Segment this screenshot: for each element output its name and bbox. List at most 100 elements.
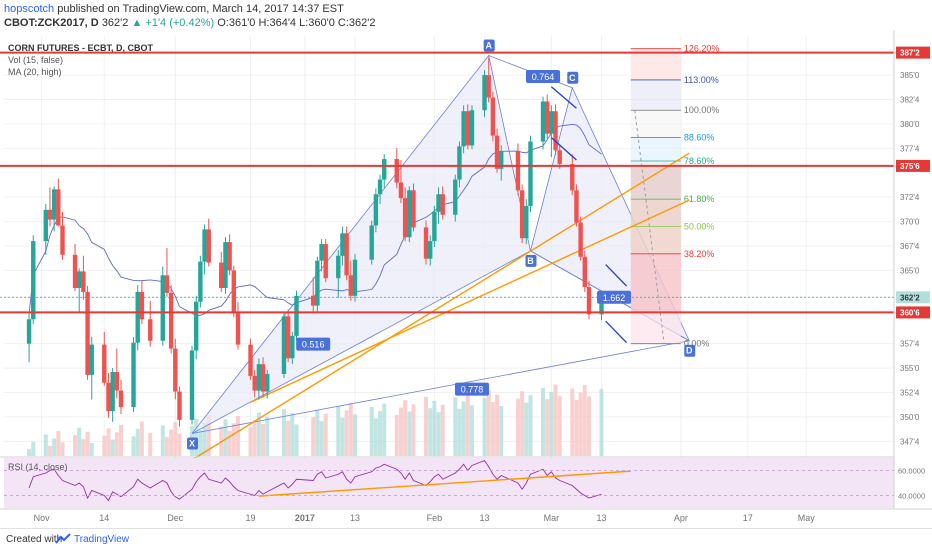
last-price-label: 362'2: [900, 293, 920, 302]
symbol-ohlc: O:361'0 H:364'4 L:360'0 C:362'2: [217, 17, 376, 29]
candle-body: [344, 233, 349, 276]
pattern-point-badge: [525, 254, 537, 267]
volume-bar: [424, 396, 429, 456]
fib-band: [630, 199, 681, 227]
volume-bar: [194, 418, 199, 456]
volume-bar: [373, 418, 378, 456]
volume-bar: [85, 431, 90, 456]
volume-bar: [110, 439, 115, 456]
volume-bar: [31, 441, 36, 456]
volume-bar: [378, 410, 383, 456]
volume-bar: [432, 400, 437, 456]
volume-bar: [73, 435, 78, 456]
volume-bar: [231, 423, 236, 456]
volume-bar: [436, 412, 441, 456]
pattern-point-label: X: [189, 439, 195, 449]
volume-bar: [469, 405, 474, 456]
volume-bar: [311, 417, 316, 456]
candle-body: [223, 242, 228, 288]
candle-body: [544, 101, 550, 134]
candle-body: [574, 190, 579, 223]
candle-body: [206, 229, 211, 263]
trendlines: [191, 152, 690, 461]
pattern-point-badge: [567, 71, 579, 84]
candle-body: [490, 97, 496, 136]
candle-body: [89, 344, 94, 375]
last-price-tag: [896, 291, 930, 304]
legend-ma[interactable]: MA (20, high): [8, 67, 62, 77]
volume-bar: [56, 431, 61, 456]
candle-body: [60, 225, 65, 255]
volume-bar: [344, 410, 349, 456]
level-price-tag: [896, 306, 930, 319]
x-tick-label: Feb: [427, 513, 443, 523]
symbol-change: +1'4 (+0.42%): [145, 17, 215, 29]
footer: Created with TradingView: [0, 528, 932, 551]
axis-background: [894, 30, 932, 508]
candle-body: [519, 190, 525, 239]
symbol-line: CBOT:ZCK2017, D 362'2 ▲ +1'4 (+0.42%) O:…: [4, 17, 375, 29]
volume-bar: [43, 434, 48, 456]
candle-body: [131, 342, 136, 408]
volume-bar: [457, 408, 462, 456]
created-with-label: Created with: [6, 534, 63, 545]
volume-bar: [348, 403, 353, 456]
level-price-label: 375'6: [900, 162, 920, 171]
candle-body: [540, 101, 546, 142]
pattern-point-badge: [483, 39, 495, 52]
fib-label: 88.60%: [684, 133, 715, 143]
pattern-ratio-badge: [296, 337, 331, 351]
legend-rsi[interactable]: RSI (14, close): [8, 462, 68, 472]
volume-bar: [148, 432, 153, 456]
volume-bar: [169, 429, 174, 456]
volume-bar: [261, 423, 266, 456]
candle-body: [515, 151, 521, 191]
volume-bar: [369, 407, 374, 456]
xab-triangle: [191, 54, 531, 434]
fib-band: [630, 161, 681, 200]
volume-bar: [164, 436, 169, 456]
candle-body: [586, 287, 592, 315]
y-tick-label: 357'4: [900, 340, 920, 349]
volume-bar: [461, 401, 466, 456]
candle-body: [486, 75, 491, 98]
volume-bar: [394, 414, 399, 456]
candle-body: [499, 151, 504, 169]
volume-bar: [131, 436, 136, 456]
candle-body: [549, 111, 554, 134]
tradingview-brand-link[interactable]: TradingView: [74, 534, 130, 545]
candle-body: [494, 135, 500, 169]
volume-bar: [118, 424, 123, 456]
volume-bar: [574, 399, 579, 456]
tradingview-logo-icon: [55, 533, 71, 544]
trendline-2: [250, 199, 690, 403]
fib-band: [630, 253, 681, 344]
volume-bar: [206, 415, 211, 456]
candle-body: [382, 159, 387, 180]
x-tick-label: 13: [350, 513, 360, 523]
volume-bar: [428, 408, 433, 456]
volume-bar: [407, 411, 412, 456]
volume-bar: [77, 427, 82, 456]
volume-bar: [106, 428, 111, 456]
publish-line: hopscotch published on TradingView.com, …: [4, 3, 344, 15]
volume-bar: [411, 404, 416, 456]
candle-body: [160, 275, 165, 341]
pattern-point-label: B: [527, 256, 534, 266]
author-link[interactable]: hopscotch: [4, 3, 55, 15]
x-tick-label: 19: [246, 513, 256, 523]
x-tick-label: 13: [597, 513, 607, 523]
candle-body: [248, 344, 253, 376]
legend-vol[interactable]: Vol (15, false): [8, 55, 64, 65]
channel-line: [550, 137, 577, 161]
fib-label: 0.00%: [684, 339, 710, 349]
volume-bar: [227, 430, 232, 456]
volume-bar: [528, 395, 533, 456]
volume-bar: [582, 385, 587, 456]
y-tick-label: 380'0: [900, 120, 920, 129]
candle-body: [407, 190, 412, 238]
candle-body: [135, 291, 140, 343]
pattern-ratio-badge: [454, 382, 489, 396]
x-tick-label: 17: [743, 513, 753, 523]
